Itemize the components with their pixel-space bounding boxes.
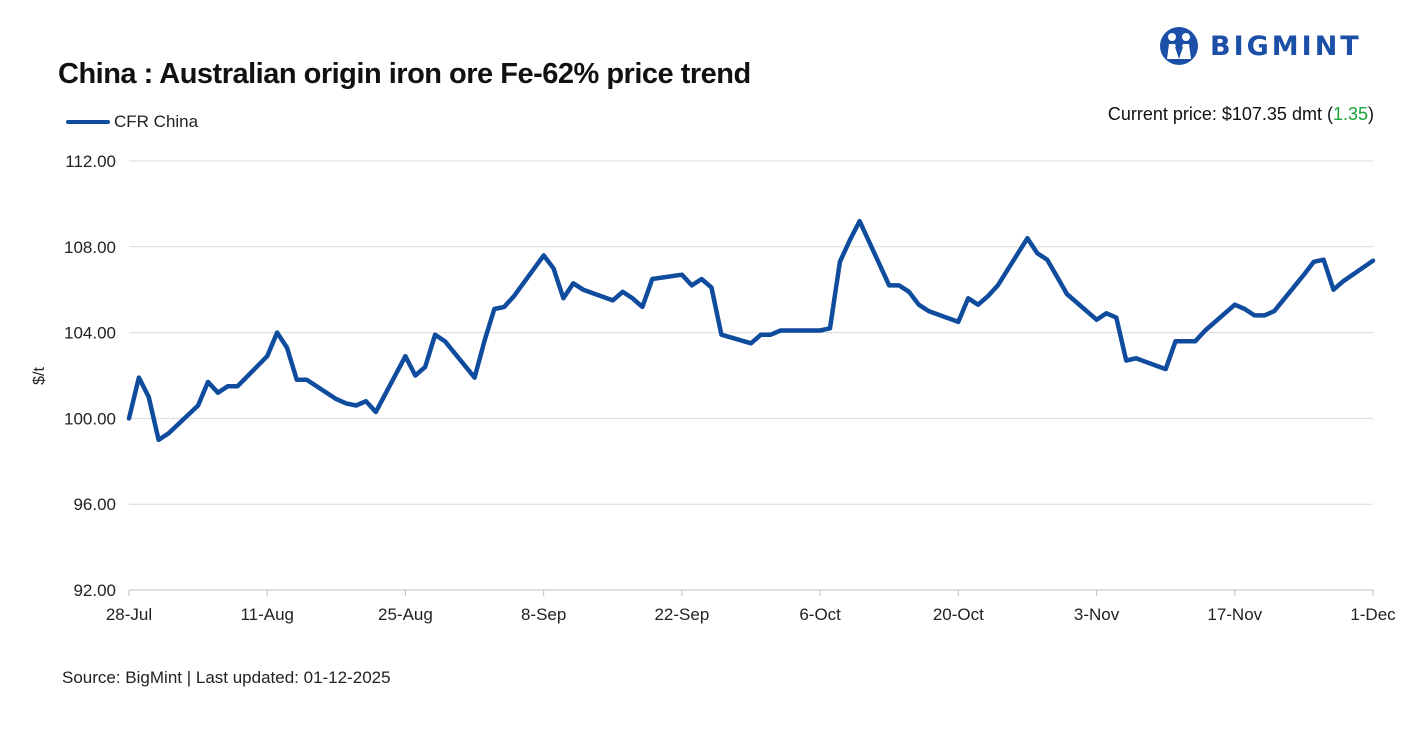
x-tick-label: 6-Oct — [799, 605, 841, 624]
chart-legend: CFR China — [66, 112, 198, 132]
y-tick-label: 96.00 — [73, 495, 116, 514]
x-tick-label: 1-Dec — [1350, 605, 1396, 624]
y-tick-label: 100.00 — [64, 409, 116, 428]
series-line-cfr-china — [126, 218, 1376, 443]
y-axis-label: $/t — [31, 367, 48, 385]
logo-text: BIGMINT — [1210, 30, 1362, 62]
x-tick-label: 22-Sep — [654, 605, 709, 624]
x-tick-label: 8-Sep — [521, 605, 566, 624]
x-tick-label: 17-Nov — [1207, 605, 1262, 624]
y-tick-label: 104.00 — [64, 324, 116, 343]
y-tick-label: 108.00 — [64, 238, 116, 257]
current-price-label: Current price: $107.35 dmt ( — [1107, 104, 1333, 124]
x-tick-label: 25-Aug — [378, 605, 433, 624]
current-price-change: 1.35 — [1332, 104, 1368, 124]
source-note: Source: BigMint | Last updated: 01-12-20… — [62, 668, 391, 687]
current-price: Current price: $107.35 dmt (1.35) — [1108, 104, 1374, 125]
x-tick-label: 28-Jul — [106, 605, 152, 624]
legend-swatch — [66, 120, 110, 124]
bigmint-logo: BIGMINT — [1158, 24, 1362, 68]
x-tick-label: 11-Aug — [240, 605, 294, 624]
y-tick-label: 92.00 — [73, 581, 116, 600]
x-tick-label: 20-Oct — [933, 605, 984, 624]
chart-title: China : Australian origin iron ore Fe-62… — [58, 58, 751, 90]
y-tick-label: 112.00 — [65, 152, 116, 171]
logo-mark-icon — [1160, 27, 1198, 65]
legend-label: CFR China — [114, 112, 199, 131]
x-tick-label: 3-Nov — [1074, 605, 1120, 624]
current-price-suffix: ) — [1368, 104, 1374, 124]
